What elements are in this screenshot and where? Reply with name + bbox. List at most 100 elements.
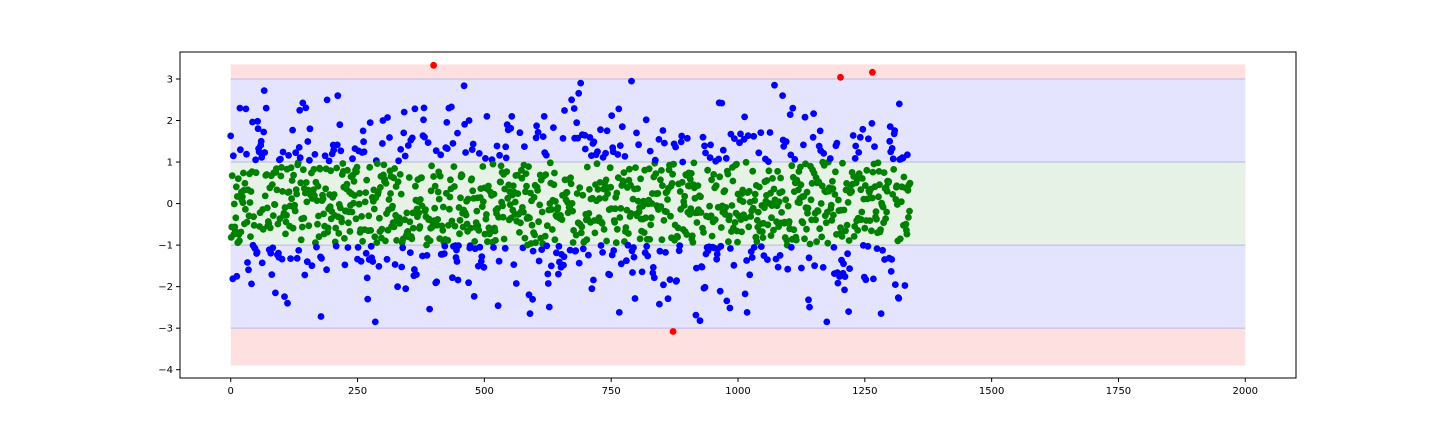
data-point: [644, 252, 652, 260]
data-point: [701, 142, 708, 150]
data-point: [844, 199, 852, 206]
data-point: [886, 137, 894, 145]
data-point: [727, 245, 734, 252]
data-point: [585, 210, 593, 217]
data-point: [876, 181, 883, 189]
data-point: [628, 77, 635, 85]
data-point: [401, 216, 409, 224]
data-point: [868, 120, 876, 127]
data-point: [567, 180, 575, 188]
data-point: [553, 249, 560, 257]
data-point: [743, 257, 750, 264]
data-point: [531, 231, 538, 239]
data-point: [282, 230, 289, 238]
data-point: [757, 129, 765, 137]
data-point: [830, 211, 837, 219]
data-point: [364, 295, 372, 303]
data-point: [837, 224, 844, 232]
data-point: [678, 132, 686, 140]
data-point: [646, 236, 654, 243]
data-point: [846, 265, 853, 272]
data-point: [906, 179, 914, 187]
data-point: [483, 113, 491, 120]
data-point: [895, 100, 903, 108]
data-point: [359, 127, 367, 135]
data-point: [299, 166, 307, 174]
data-point: [411, 266, 418, 273]
data-point: [514, 190, 522, 198]
data-point: [233, 193, 241, 200]
data-point: [822, 219, 830, 227]
data-point: [649, 264, 657, 271]
data-point: [400, 108, 408, 116]
data-point: [390, 174, 397, 182]
data-point: [551, 236, 559, 244]
data-point: [490, 190, 498, 198]
data-point: [563, 189, 571, 196]
data-point: [456, 216, 464, 224]
data-point: [848, 187, 855, 195]
data-point: [528, 221, 536, 229]
data-point: [415, 209, 423, 217]
data-point: [296, 106, 304, 114]
data-point: [792, 236, 800, 244]
data-point: [323, 96, 331, 104]
data-point: [625, 230, 632, 237]
data-point: [711, 216, 719, 224]
data-point: [462, 149, 469, 156]
data-point: [420, 116, 427, 124]
data-point: [285, 188, 293, 196]
data-point: [396, 171, 404, 178]
data-point: [336, 204, 344, 212]
data-point: [688, 232, 696, 240]
data-point: [427, 187, 435, 195]
data-point: [313, 243, 320, 251]
data-point: [606, 271, 614, 279]
data-point: [239, 199, 247, 207]
data-point: [430, 173, 437, 180]
data-point: [797, 181, 805, 189]
data-point: [273, 186, 281, 194]
data-point: [315, 233, 323, 241]
data-point: [254, 117, 261, 125]
data-point: [774, 167, 781, 175]
data-point: [454, 129, 461, 137]
data-point: [717, 242, 725, 250]
data-point: [871, 143, 878, 151]
data-point: [303, 258, 311, 266]
data-point: [482, 155, 489, 162]
data-point: [240, 169, 247, 177]
data-point: [262, 104, 270, 112]
x-tick-label: 2000: [1233, 386, 1258, 397]
data-point: [493, 142, 501, 150]
data-point: [333, 164, 341, 172]
data-point: [602, 176, 610, 184]
data-point: [473, 207, 481, 215]
data-point: [303, 198, 311, 206]
data-point: [743, 309, 751, 316]
data-point: [853, 176, 861, 183]
data-point: [227, 132, 235, 140]
data-point: [721, 187, 729, 195]
data-point: [856, 133, 864, 141]
data-point: [433, 278, 441, 286]
data-point: [611, 205, 619, 213]
data-point: [826, 155, 834, 162]
data-point: [468, 146, 476, 154]
data-point: [316, 165, 324, 173]
data-point: [868, 227, 875, 235]
data-point: [569, 239, 577, 246]
data-point: [363, 176, 371, 184]
data-point: [242, 105, 250, 113]
data-point: [754, 208, 762, 216]
data-point: [577, 79, 585, 87]
data-point: [335, 230, 343, 237]
data-point: [640, 229, 648, 237]
data-point: [812, 216, 819, 224]
data-point: [716, 287, 724, 295]
data-point: [273, 165, 280, 173]
data-point: [870, 275, 877, 283]
data-point: [277, 172, 285, 180]
data-point: [614, 151, 622, 158]
data-point: [707, 141, 714, 149]
